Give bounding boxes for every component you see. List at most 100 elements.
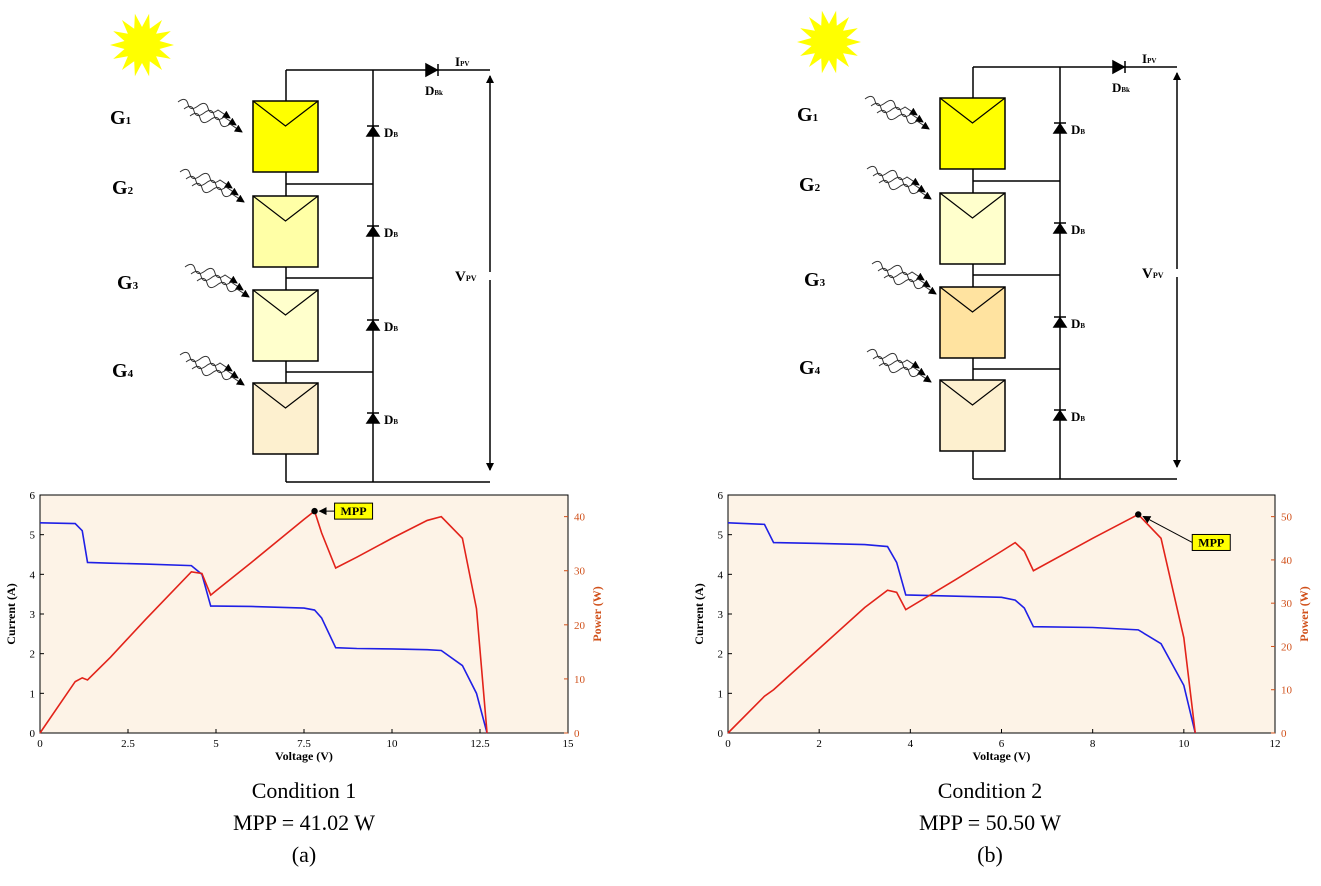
y-tick-label: 2 <box>718 649 724 661</box>
light-ray <box>866 348 920 369</box>
y-tick-label: 3 <box>30 609 36 621</box>
pv-cell-mark <box>939 97 1006 124</box>
voltage-label: VPV <box>1142 266 1164 282</box>
bypass-diode-label: DB <box>1071 222 1085 237</box>
light-ray <box>872 172 926 193</box>
irradiance-label-base: G <box>804 269 820 291</box>
mpp-point <box>1135 511 1142 518</box>
y2-tick-label: 40 <box>574 512 586 524</box>
blocking-diode-label-base: D <box>425 83 434 98</box>
x-tick-label: 2.5 <box>121 738 135 750</box>
irradiance-label-sub: 3 <box>133 280 139 292</box>
pv-cell <box>939 97 1006 170</box>
bypass-diode-label-base: D <box>1071 122 1080 137</box>
y2-tick-label: 30 <box>574 566 586 578</box>
current-label-base: I <box>455 54 460 69</box>
bypass-diode-label: DB <box>1071 409 1085 424</box>
light-ray <box>189 112 243 133</box>
y-tick-label: 6 <box>718 490 724 502</box>
x-tick-label: 2 <box>816 738 822 750</box>
y2-axis-label: Power (W) <box>1297 586 1311 641</box>
y-tick-label: 6 <box>30 490 36 502</box>
y-axis-label: Current (A) <box>692 583 706 644</box>
sun <box>797 10 861 74</box>
blocking-diode <box>425 62 439 78</box>
voltage-label-base: V <box>1142 266 1153 282</box>
blocking-diode-label: DBk <box>1112 80 1130 95</box>
light-ray <box>179 351 233 372</box>
light-ray <box>177 98 231 119</box>
blocking-diode <box>1112 59 1126 75</box>
x-tick-label: 10 <box>1178 738 1190 750</box>
caption-mpp: MPP = 50.50 W <box>919 810 1061 835</box>
y2-tick-label: 20 <box>1281 641 1293 653</box>
pv-cell-mark <box>939 379 1006 406</box>
x-tick-label: 0 <box>37 738 43 750</box>
irradiance-label: G2 <box>112 177 134 199</box>
irradiance-label-base: G <box>112 360 128 382</box>
x-axis-label: Voltage (V) <box>275 749 333 763</box>
irradiance-label-base: G <box>117 272 133 294</box>
light-ray <box>870 102 924 123</box>
bypass-diode-label-sub: B <box>393 231 398 239</box>
bypass-diode-label: DB <box>384 412 398 427</box>
bypass-diode <box>365 225 381 237</box>
current-label: IPV <box>455 54 469 69</box>
x-tick-label: 10 <box>387 738 399 750</box>
annotation-text: MPP <box>1198 535 1224 549</box>
bypass-diode-label-base: D <box>384 125 393 140</box>
pv-cell-mark <box>252 289 319 316</box>
light-ray <box>876 109 930 130</box>
x-tick-label: 4 <box>908 738 914 750</box>
irradiance-label-base: G <box>112 177 128 199</box>
caption-condition: Condition 2 <box>938 778 1043 803</box>
x-tick-label: 8 <box>1090 738 1096 750</box>
irradiance-label-sub: 4 <box>128 368 134 380</box>
x-tick-label: 0 <box>725 738 731 750</box>
y-axis-label: Current (A) <box>4 583 18 644</box>
y-tick-label: 0 <box>30 728 36 740</box>
light-ray <box>878 179 932 200</box>
bypass-diode-label-base: D <box>1071 409 1080 424</box>
x-tick-label: 15 <box>563 738 575 750</box>
bypass-diode <box>365 412 381 424</box>
y2-tick-label: 0 <box>574 728 580 740</box>
light-ray <box>196 277 250 298</box>
bypass-diode-label-base: D <box>384 319 393 334</box>
x-axis-label: Voltage (V) <box>973 749 1031 763</box>
chart: 0 2.5 5 7.5 10 12.5 150123456010203040Voltage … <box>4 490 604 763</box>
y-tick-label: 0 <box>718 728 724 740</box>
voltage-label-sub: PV <box>1153 271 1164 280</box>
pv-cell <box>252 100 319 173</box>
light-ray <box>191 365 245 386</box>
series-line <box>727 521 1197 734</box>
bypass-diode-label-base: D <box>1071 222 1080 237</box>
bypass-diode <box>365 125 381 137</box>
current-label: IPV <box>1142 51 1156 66</box>
blocking-diode-label-sub: Bk <box>434 89 443 97</box>
pv-cell-mark <box>939 192 1006 219</box>
irradiance-label-sub: 4 <box>815 365 821 377</box>
pv-cell-mark <box>939 286 1006 313</box>
light-ray <box>864 95 918 116</box>
bypass-diode <box>1052 122 1068 134</box>
light-ray <box>185 358 239 379</box>
y-tick-label: 4 <box>718 569 724 581</box>
irradiance-label: G4 <box>799 357 821 379</box>
bypass-diode-label-sub: B <box>1080 128 1085 136</box>
annotation-arrow <box>1142 516 1193 543</box>
y-tick-label: 5 <box>30 530 36 542</box>
pv-cell <box>252 195 319 268</box>
pv-cell-mark <box>252 382 319 409</box>
y2-tick-label: 10 <box>1281 685 1293 697</box>
bypass-diode-label-sub: B <box>393 418 398 426</box>
x-tick-label: 7.5 <box>297 738 311 750</box>
irradiance-label-base: G <box>799 174 815 196</box>
pv-cell <box>939 379 1006 452</box>
y-tick-label: 3 <box>718 609 724 621</box>
irradiance-label-sub: 2 <box>128 185 134 197</box>
irradiance-label-base: G <box>799 357 815 379</box>
irradiance-label: G1 <box>110 107 131 129</box>
x-tick-label: 5 <box>213 738 219 750</box>
